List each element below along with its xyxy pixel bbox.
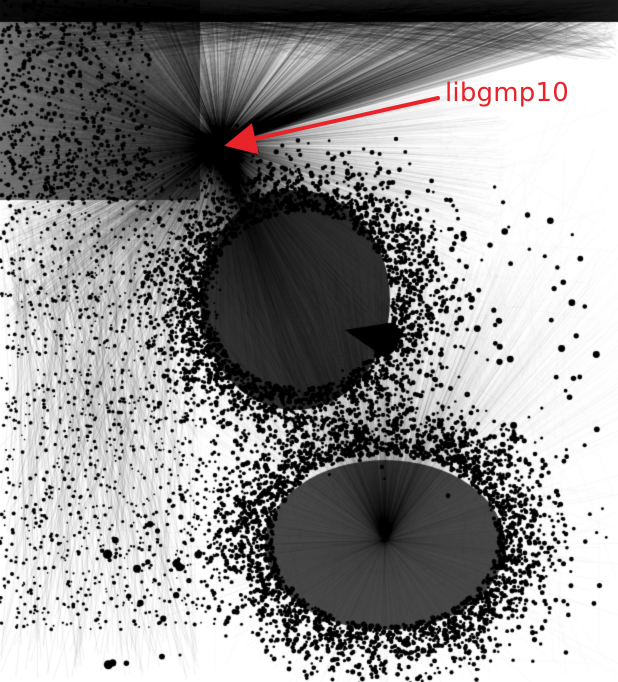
annotation-label: libgmp10 [445,78,569,108]
annotation-arrow [224,96,440,155]
